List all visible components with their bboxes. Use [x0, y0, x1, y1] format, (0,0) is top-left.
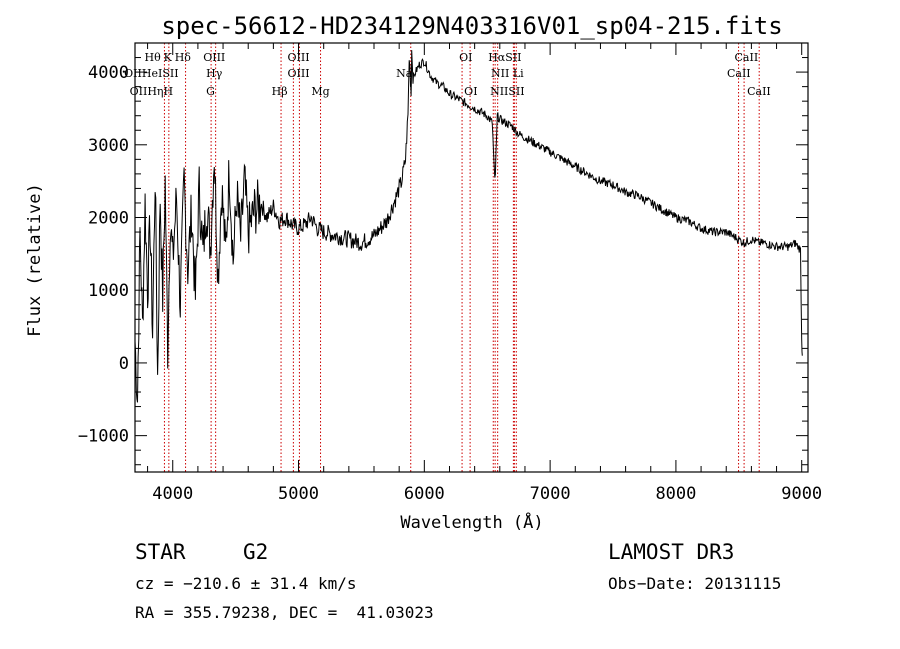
line-label-row1-2: Hδ	[175, 51, 192, 64]
y-tick-label-4: 3000	[88, 136, 129, 156]
line-label-row1-5: OI	[459, 51, 472, 64]
line-label-row1-6: HαSII	[488, 51, 521, 64]
line-label-row3-4: OI	[464, 85, 477, 98]
observation-date: Obs−Date: 20131115	[608, 574, 782, 593]
line-label-row3-6: CaII	[747, 85, 771, 98]
line-label-row2-0: OIIHeISII	[124, 67, 178, 80]
line-label-row2-2: OIII	[288, 67, 310, 80]
line-label-row1-4: OIII	[288, 51, 310, 64]
y-tick-label-5: 4000	[88, 63, 129, 83]
y-tick-label-2: 1000	[88, 281, 129, 301]
y-tick-label-1: 0	[119, 354, 129, 374]
x-tick-label-1: 5000	[278, 484, 319, 504]
spectrum-series	[134, 50, 803, 403]
x-tick-label-4: 8000	[655, 484, 696, 504]
line-label-row3-5: NIISII	[490, 85, 525, 98]
coordinates: RA = 355.79238, DEC = 41.03023	[135, 603, 434, 622]
spectral-line-markers	[163, 43, 760, 472]
object-class: STAR	[135, 540, 186, 564]
line-label-row1-1: K	[164, 51, 173, 64]
spectral-line-labels: Hθ K Hδ OIII OIII OI HαSII CaII OIIHeISII Hγ OIII N…	[124, 51, 771, 98]
redshift-velocity: cz = −210.6 ± 31.4 km/s	[135, 574, 357, 593]
x-tick-label-5: 9000	[781, 484, 822, 504]
line-label-row3-0: OIIHηH	[130, 85, 173, 98]
axis-ticks: 4000 5000 6000 7000 8000 9000 −1000 0 1000 2000 30…	[78, 42, 822, 504]
line-label-row1-3: OIII	[203, 51, 225, 64]
line-label-row2-4: NII Li	[491, 67, 524, 80]
object-subclass: G2	[243, 540, 269, 564]
y-tick-label-0: −1000	[78, 427, 129, 447]
line-label-row2-5: CaII	[727, 67, 751, 80]
x-axis-label: Wavelength (Å)	[400, 511, 543, 533]
y-tick-label-3: 2000	[88, 209, 129, 229]
plot-frame	[134, 42, 809, 473]
line-label-row3-3: Mg	[311, 85, 329, 98]
x-tick-label-3: 7000	[530, 484, 571, 504]
spectrum-line-0	[134, 50, 803, 403]
chart-title: spec-56612-HD234129N403316V01_sp04-215.f…	[161, 12, 782, 40]
x-tick-label-2: 6000	[404, 484, 445, 504]
y-axis-label: Flux (relative)	[25, 183, 45, 337]
line-label-row3-1: G	[206, 85, 215, 98]
line-label-row1-7: CaII	[735, 51, 759, 64]
line-label-row2-1: Hγ	[206, 67, 223, 80]
survey-name: LAMOST DR3	[608, 540, 735, 564]
line-label-row1-0: Hθ	[145, 51, 162, 64]
x-tick-label-0: 4000	[152, 484, 193, 504]
line-label-row3-2: Hβ	[272, 85, 288, 98]
